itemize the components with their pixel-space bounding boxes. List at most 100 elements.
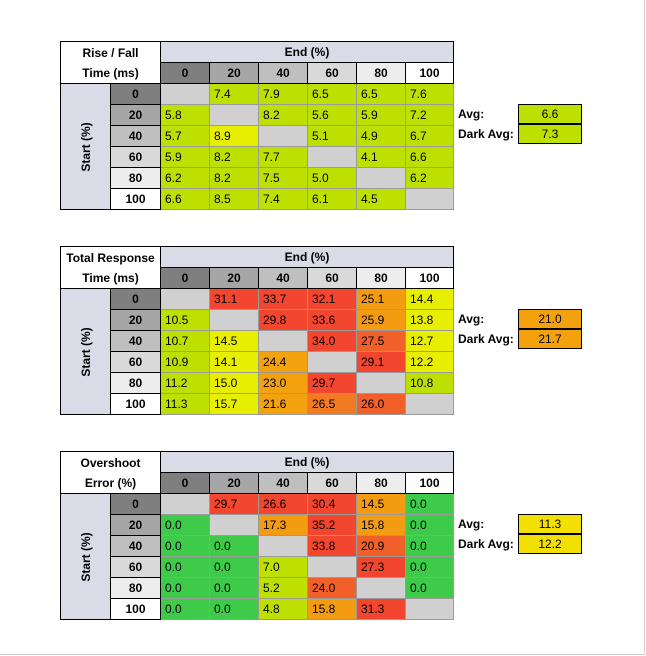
heatmap-cell bbox=[160, 493, 210, 515]
heatmap-cell: 0.0 bbox=[209, 556, 259, 578]
start-percent-label: Start (%) bbox=[78, 326, 93, 377]
heatmap-cell: 6.6 bbox=[405, 146, 454, 168]
heatmap-cell bbox=[258, 330, 308, 352]
start-row-header: 60 bbox=[110, 556, 161, 578]
heatmap-cell: 15.0 bbox=[209, 372, 259, 394]
start-row-header: 40 bbox=[110, 535, 161, 557]
average-row: Avg: 21.0 bbox=[458, 309, 646, 329]
start-row-header: 80 bbox=[110, 577, 161, 599]
heatmap-cell: 7.0 bbox=[258, 556, 308, 578]
heatmap-cell: 14.4 bbox=[405, 288, 454, 310]
heatmap-cell: 5.9 bbox=[356, 104, 406, 126]
heatmap-cell: 5.8 bbox=[160, 104, 210, 126]
heatmap-cell: 14.1 bbox=[209, 351, 259, 373]
start-row-header: 40 bbox=[110, 330, 161, 352]
dark-average-row: Dark Avg: 7.3 bbox=[458, 124, 646, 144]
heatmap-cell bbox=[356, 577, 406, 599]
end-column-header: 80 bbox=[356, 267, 406, 289]
heatmap-cell: 5.9 bbox=[160, 146, 210, 168]
heatmap-cell: 6.7 bbox=[405, 125, 454, 147]
heatmap-cell: 32.1 bbox=[307, 288, 357, 310]
table-row: Start (%) 0 29.7 26.6 30.4 14.5 0.0 bbox=[60, 493, 454, 620]
heatmap-cell: 7.7 bbox=[258, 146, 308, 168]
average-value: 21.0 bbox=[518, 309, 582, 329]
heatmap-cell bbox=[307, 351, 357, 373]
heatmap-cell: 15.8 bbox=[356, 514, 406, 536]
heatmap-cell bbox=[209, 309, 259, 331]
end-column-header: 20 bbox=[209, 472, 259, 494]
heatmap-cell: 30.4 bbox=[307, 493, 357, 515]
heatmap-cell: 6.5 bbox=[307, 83, 357, 105]
heatmap-cell: 27.5 bbox=[356, 330, 406, 352]
average-label: Avg: bbox=[458, 107, 485, 121]
title-line-1: Rise / Fall bbox=[82, 45, 139, 60]
table-row: 100 0.0 0.0 4.8 15.8 31.3 bbox=[61, 598, 454, 620]
heatmap-cell: 10.9 bbox=[160, 351, 210, 373]
end-column-header: 40 bbox=[258, 267, 308, 289]
heatmap-cell: 7.2 bbox=[405, 104, 454, 126]
start-row-header: 100 bbox=[110, 598, 161, 620]
end-column-header: 100 bbox=[405, 62, 454, 84]
dark-average-row: Dark Avg: 12.2 bbox=[458, 534, 646, 554]
end-percent-header: End (%) bbox=[160, 246, 454, 268]
end-column-header: 80 bbox=[356, 472, 406, 494]
title-line-2: Error (%) bbox=[84, 475, 137, 490]
heatmap-cell: 0.0 bbox=[405, 556, 454, 578]
table-row: 60 5.9 8.2 7.7 4.1 6.6 bbox=[61, 146, 454, 168]
heatmap-cell: 25.9 bbox=[356, 309, 406, 331]
start-row-header: 0 bbox=[110, 493, 161, 515]
end-column-header: 0 bbox=[160, 62, 210, 84]
table-row: 20 5.8 8.2 5.6 5.9 7.2 bbox=[61, 104, 454, 126]
start-percent-label: Start (%) bbox=[78, 121, 93, 172]
table-title: Total Response Time (ms) bbox=[60, 246, 161, 289]
heatmap-cell: 33.8 bbox=[307, 535, 357, 557]
heatmap-cell: 5.1 bbox=[307, 125, 357, 147]
heatmap-cell: 6.2 bbox=[405, 167, 454, 189]
heatmap-cell: 7.6 bbox=[405, 83, 454, 105]
heatmap-cell: 24.4 bbox=[258, 351, 308, 373]
table-row: 80 11.2 15.0 23.0 29.7 10.8 bbox=[61, 372, 454, 394]
title-line-2: Time (ms) bbox=[82, 65, 139, 80]
heatmap-cell: 0.0 bbox=[405, 577, 454, 599]
heatmap-cell: 0.0 bbox=[405, 514, 454, 536]
heatmap-cell: 0.0 bbox=[209, 598, 259, 620]
heatmap-cell: 7.5 bbox=[258, 167, 308, 189]
start-row-header: 0 bbox=[110, 288, 161, 310]
heatmap-cell bbox=[356, 372, 406, 394]
dark-average-label: Dark Avg: bbox=[458, 127, 514, 141]
dark-average-label: Dark Avg: bbox=[458, 332, 514, 346]
title-line-1: Overshoot bbox=[80, 455, 141, 470]
heatmap-cell: 6.1 bbox=[307, 188, 357, 210]
start-row-header: 80 bbox=[110, 167, 161, 189]
start-row-header: 0 bbox=[110, 83, 161, 105]
table-row: 40 0.0 0.0 33.8 20.9 0.0 bbox=[61, 535, 454, 557]
heatmap-cell: 0.0 bbox=[160, 598, 210, 620]
heatmap-cell: 5.7 bbox=[160, 125, 210, 147]
start-row-header: 20 bbox=[110, 104, 161, 126]
heatmap-cell: 26.0 bbox=[356, 393, 406, 415]
heatmap-cell: 34.0 bbox=[307, 330, 357, 352]
average-value: 11.3 bbox=[518, 514, 582, 534]
start-row-header: 20 bbox=[110, 309, 161, 331]
end-percent-header: End (%) bbox=[160, 451, 454, 473]
heatmap-cell: 27.3 bbox=[356, 556, 406, 578]
heatmap-cell: 8.5 bbox=[209, 188, 259, 210]
heatmap-cell: 11.3 bbox=[160, 393, 210, 415]
heatmap-cell: 35.2 bbox=[307, 514, 357, 536]
heatmap-cell: 4.5 bbox=[356, 188, 406, 210]
end-column-header: 0 bbox=[160, 267, 210, 289]
heatmap-grid: Rise / Fall Time (ms) End (%) 0 20 40 60 80 100 S… bbox=[60, 41, 454, 210]
dark-average-row: Dark Avg: 21.7 bbox=[458, 329, 646, 349]
heatmap-cell bbox=[209, 104, 259, 126]
start-row-header: 40 bbox=[110, 125, 161, 147]
start-row-header: 80 bbox=[110, 372, 161, 394]
heatmap-cell: 13.8 bbox=[405, 309, 454, 331]
dark-average-value: 12.2 bbox=[518, 534, 582, 554]
end-column-header: 60 bbox=[307, 472, 357, 494]
heatmap-table-1: Total Response Time (ms) End (%) 0 20 40 60 80 1… bbox=[60, 246, 454, 415]
end-column-header: 0 bbox=[160, 472, 210, 494]
start-row-header: 60 bbox=[110, 351, 161, 373]
heatmap-cell bbox=[405, 188, 454, 210]
table-row: 40 5.7 8.9 5.1 4.9 6.7 bbox=[61, 125, 454, 147]
